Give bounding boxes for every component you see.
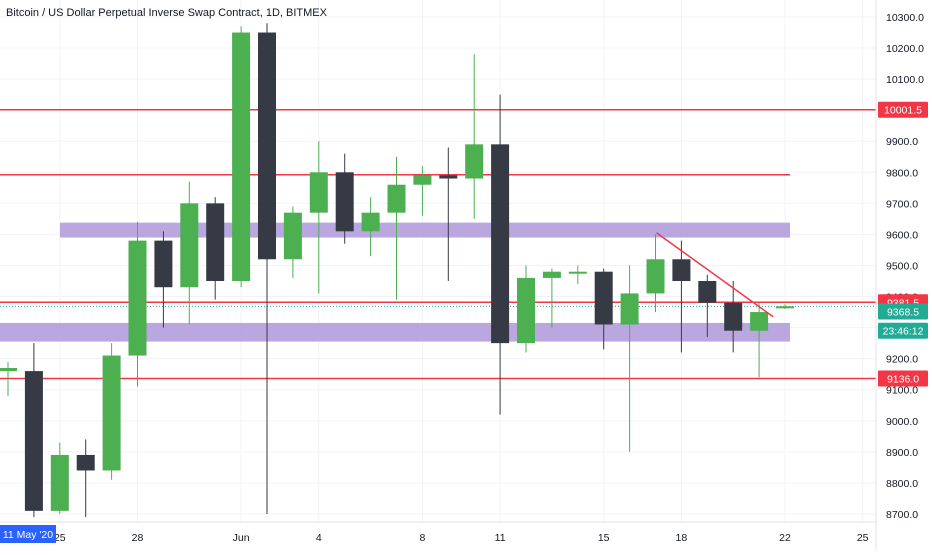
candle-up [128,240,147,356]
y-tick-label: 8700.0 [886,509,918,521]
candle-up [50,454,69,511]
price-line-tag-bg [878,370,928,387]
candle-down [206,203,225,282]
y-tick-label: 9200.0 [886,354,918,366]
price-tag: 9368.5 [887,306,919,318]
candle-up [102,355,121,471]
candle-down [491,144,510,344]
candle-down [258,32,276,260]
x-tick-label: 25 [54,532,66,544]
candle-up [0,367,17,372]
price-tag-bg [878,303,928,320]
y-tick-label: 10100.0 [886,74,924,86]
candle-down [76,454,95,471]
candle-up [283,212,302,260]
y-tick-label: 9000.0 [886,416,918,428]
x-tick-label: 22 [779,532,791,544]
x-tick-label: Jun [233,532,250,544]
candle-up [180,203,199,288]
candle-up [542,271,561,278]
x-tick-label: 25 [857,532,869,544]
trendline [656,232,774,318]
candle-up [750,312,769,331]
x-tick-label: 8 [419,532,425,544]
candle-up [776,306,794,309]
zones [0,222,790,342]
candle-down [24,371,43,511]
price-tag: 23:46:12 [883,326,924,338]
y-tick-label: 9100.0 [886,385,918,397]
x-tick-label: 28 [132,532,144,544]
x-tick-label: 11 [495,532,506,544]
horizontal-lines [0,108,876,380]
y-tick-label: 8900.0 [886,447,918,459]
cursor-date-label: 11 May '20 [3,529,53,541]
price-line-tag: 9136.0 [887,374,919,386]
price-line-tag-bg [878,101,928,118]
candle-down [594,271,613,325]
chart-title: Bitcoin / US Dollar Perpetual Inverse Sw… [6,7,327,19]
x-tick-label: 15 [598,532,610,544]
support-resistance-zone [60,222,790,238]
x-tick-label: 18 [676,532,688,544]
candle-up [387,184,406,213]
candle-up [517,277,535,344]
candle-down [335,172,354,232]
y-tick-label: 9500.0 [886,260,918,272]
support-resistance-zone [0,322,790,342]
candle-down [672,259,691,282]
candle-up [620,293,639,325]
candle-up [232,32,251,282]
candle-up [465,144,484,179]
candles [0,23,794,518]
x-tick-label: 4 [316,532,322,544]
y-tick-label: 9900.0 [886,136,918,148]
price-tag-bg [878,322,928,339]
candle-down [698,281,717,303]
candle-up [646,259,665,294]
candle-down [154,240,173,288]
candle-up [568,271,587,274]
y-tick-label: 9800.0 [886,167,918,179]
candle-down [724,302,743,331]
y-tick-label: 8800.0 [886,478,918,490]
candle-down [439,175,458,179]
candle-up [413,175,432,185]
y-tick-label: 9600.0 [886,229,918,241]
y-tick-label: 10300.0 [886,12,924,24]
cursor-date-label-bg [0,525,56,543]
candle-up [309,172,328,213]
y-tick-label: 10200.0 [886,43,924,55]
candle-up [361,212,380,232]
price-line-tag: 10001.5 [884,105,922,117]
y-tick-label: 9700.0 [886,198,918,210]
trendline-layer [656,232,774,318]
